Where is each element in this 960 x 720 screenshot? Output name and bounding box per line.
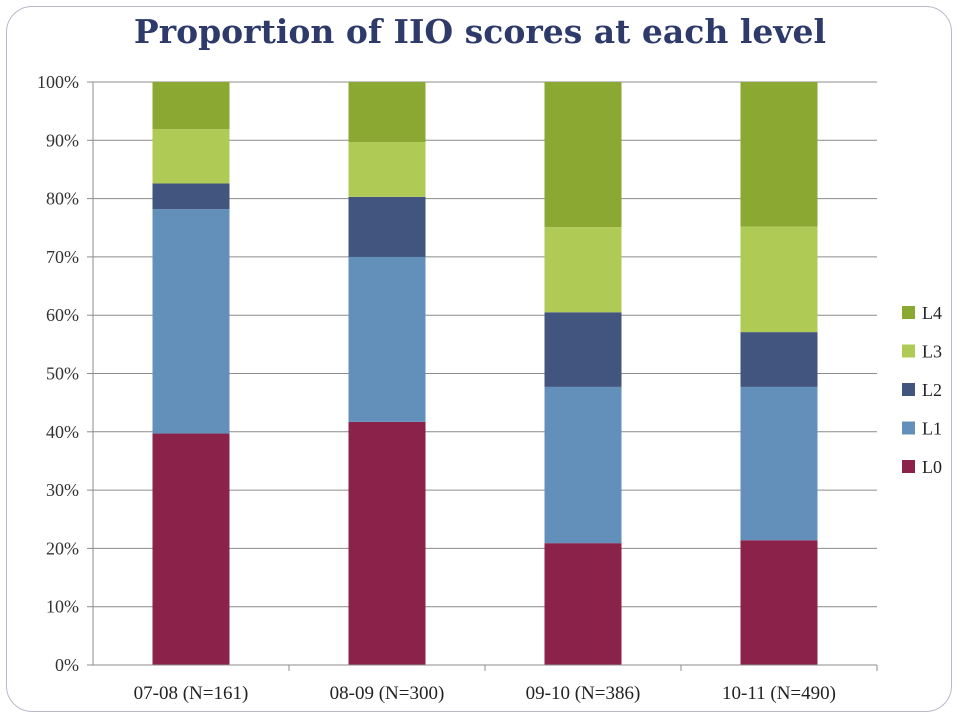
bar-l0 [740,540,818,665]
bar-l2 [152,183,230,210]
bar-l4 [740,82,818,227]
legend-label-l3: L3 [922,342,942,362]
bar-l0 [544,543,622,665]
x-tick-label: 07-08 (N=161) [134,683,249,704]
y-tick-label: 90% [46,130,79,150]
y-tick-label: 30% [46,480,79,500]
bar-l3 [348,142,426,197]
y-tick-label: 10% [46,597,79,617]
legend-swatch-l0 [902,460,915,473]
bar-l3 [544,227,622,313]
legend-label-l0: L0 [922,457,942,477]
bar-l2 [544,312,622,387]
axes [92,82,878,671]
y-tick-label: 0% [55,655,79,675]
y-tick-label: 70% [46,247,79,267]
legend-label-l1: L1 [922,419,942,439]
bar-l3 [740,226,818,333]
legend-swatch-l1 [902,421,915,435]
bar-l3 [152,129,230,184]
bar-l1 [740,386,818,541]
bar-l4 [152,82,230,130]
bar-l0 [348,421,426,665]
legend-label-l2: L2 [922,380,942,400]
legend-swatch-l2 [902,383,915,396]
y-axis-ticks: 0% 10% 20% 30% 40% 50% 60% 70% 80% 90% 100% [37,72,93,675]
x-tick-label: 10-11 (N=490) [722,683,836,704]
bar-l4 [348,82,426,143]
bar-l1 [152,209,230,434]
y-tick-label: 50% [46,364,79,384]
legend-swatch-l4 [902,306,915,319]
chart-title: Proportion of IIO scores at each level [133,12,827,51]
y-tick-label: 40% [46,422,79,442]
y-tick-label: 100% [37,72,79,92]
bar-l2 [740,332,818,387]
legend-swatch-l3 [902,344,915,358]
bar-l1 [348,256,426,422]
bar-l0 [152,433,230,665]
bar-l4 [544,82,622,228]
bars [152,82,818,665]
x-tick-label: 08-09 (N=300) [330,683,445,704]
bar-l2 [348,196,426,257]
y-tick-label: 20% [46,538,79,558]
legend-label-l4: L4 [922,303,942,323]
slide-frame [6,6,952,712]
y-tick-label: 80% [46,189,79,209]
y-tick-label: 60% [46,305,79,325]
x-tick-label: 09-10 (N=386) [526,683,641,704]
legend: L4 L3 L2 L1 L0 [902,303,942,477]
bar-l1 [544,386,622,544]
x-axis-labels: 07-08 (N=161) 08-09 (N=300) 09-10 (N=386) 1… [134,683,836,704]
